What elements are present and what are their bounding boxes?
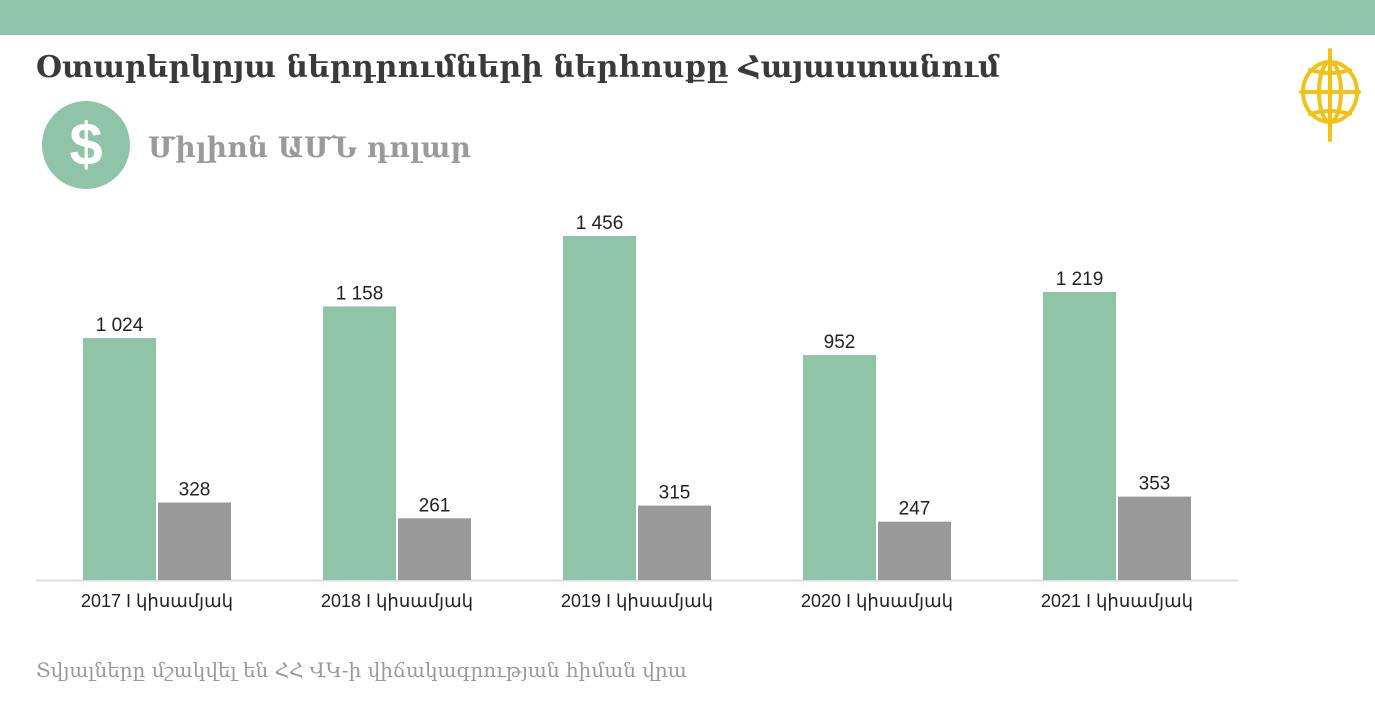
data-label: 328 [179, 480, 211, 501]
data-label: 1 219 [1056, 269, 1104, 290]
bar [878, 521, 951, 580]
x-tick-label: 2021 I կիսամյակ [1041, 591, 1193, 611]
bar [563, 236, 636, 580]
data-label: 247 [899, 499, 931, 520]
data-label: 261 [419, 495, 451, 516]
bar [1118, 496, 1191, 580]
data-label: 353 [1139, 474, 1171, 495]
x-tick-label: 2018 I կիսամյակ [321, 591, 473, 611]
x-tick-label: 2019 I կիսամյակ [561, 591, 713, 611]
bar [323, 306, 396, 580]
data-label: 1 158 [336, 283, 384, 304]
bar [158, 502, 231, 580]
bar [1043, 291, 1116, 580]
bar [803, 355, 876, 580]
x-tick-label: 2017 I կիսամյակ [81, 591, 233, 611]
bar [83, 338, 156, 580]
bar [398, 518, 471, 580]
data-label: 1 456 [576, 213, 624, 234]
chart-title: Օտարերկրյա ներդրումների ներհոսքը Հայաստա… [36, 50, 1000, 85]
dollar-icon: $ [42, 101, 130, 189]
data-label: 1 024 [96, 315, 144, 336]
x-tick-label: 2020 I կիսամյակ [801, 591, 953, 611]
data-label: 952 [824, 332, 856, 353]
bar [638, 505, 711, 580]
unit-label: Միլիոն ԱՄՆ դոլար [148, 131, 471, 164]
source-note: Տվյալները մշակվել են ՀՀ ՎԿ-ի վիճակագրութ… [36, 658, 687, 682]
dollar-glyph: $ [69, 111, 102, 178]
dollar-symbol: $ [69, 111, 102, 178]
globe-logo [1299, 48, 1361, 142]
top-band [0, 0, 1375, 35]
data-label: 315 [659, 483, 691, 504]
